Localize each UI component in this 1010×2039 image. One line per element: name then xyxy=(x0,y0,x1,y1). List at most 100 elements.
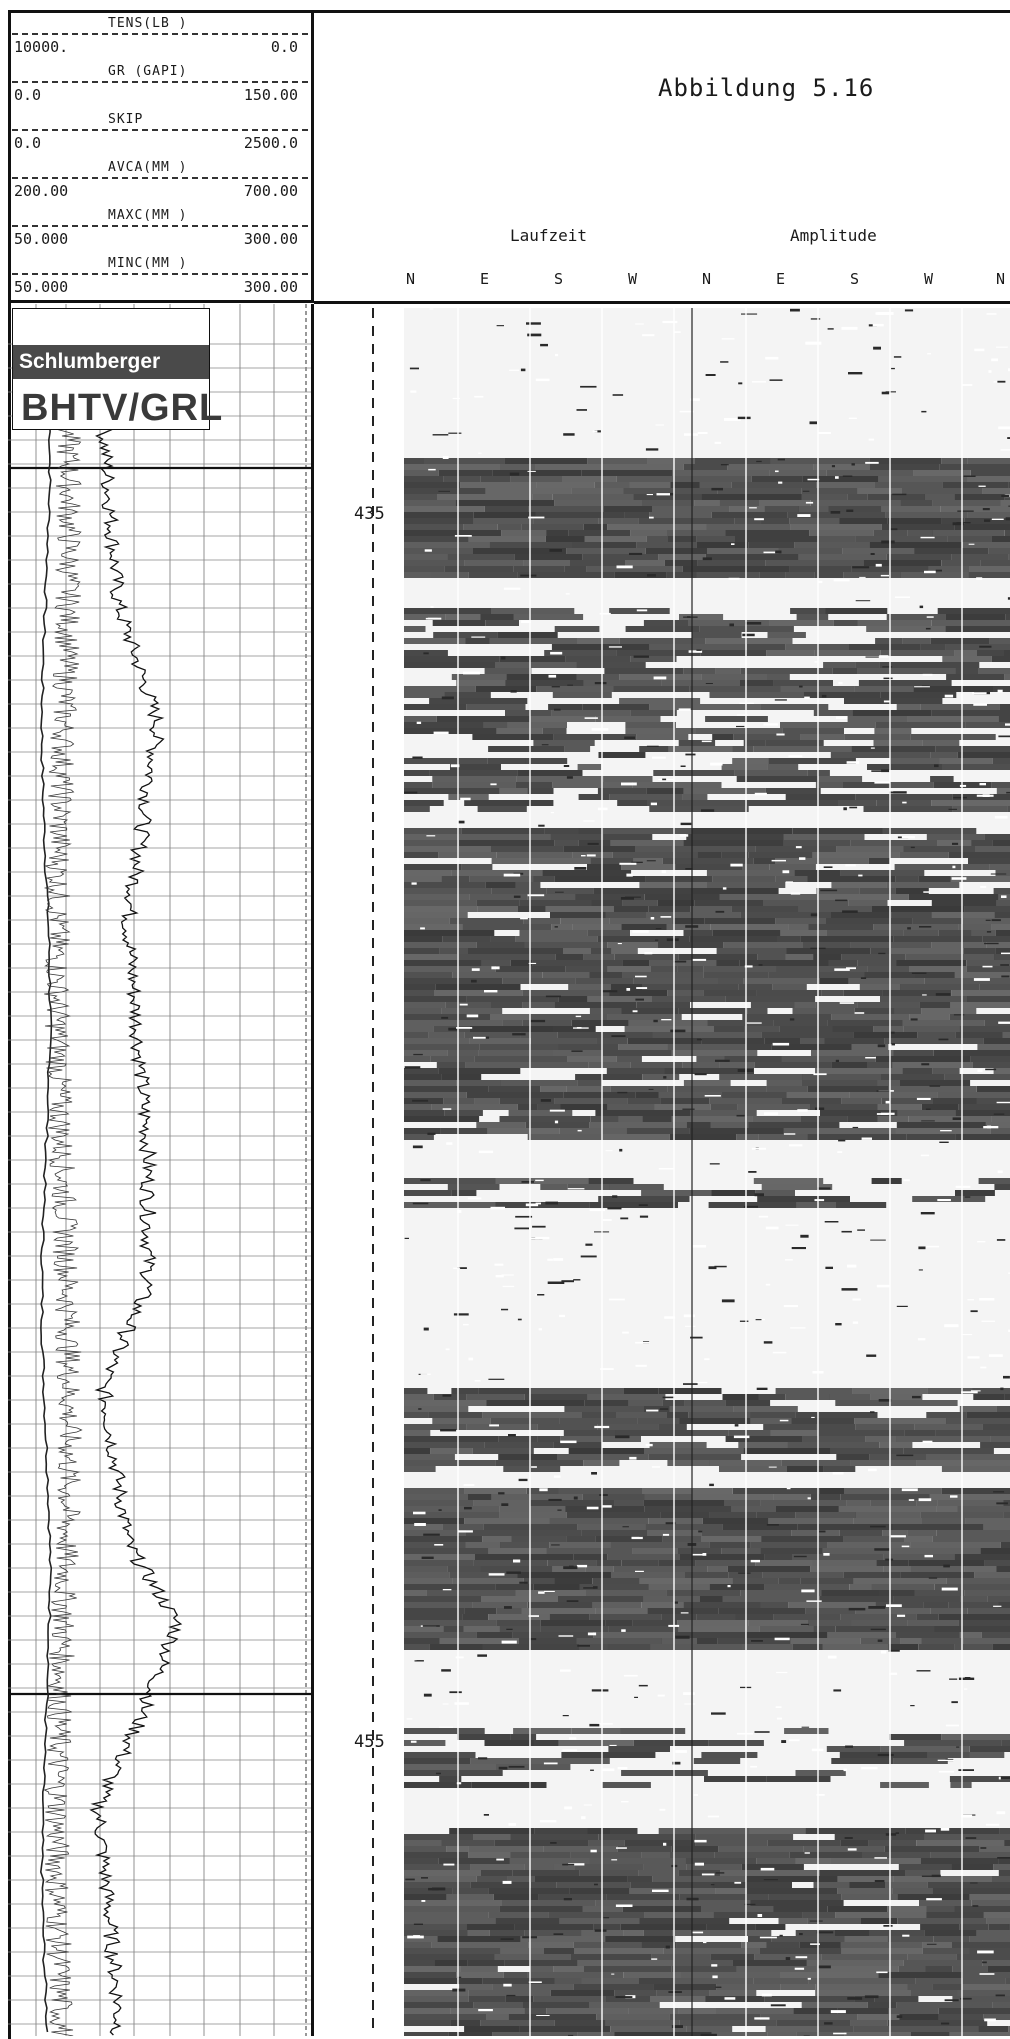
image-dark-patch xyxy=(768,632,806,638)
image-speckle xyxy=(917,1670,931,1671)
image-dark-patch xyxy=(818,536,855,542)
image-speckle xyxy=(609,1299,625,1301)
image-dark-patch xyxy=(818,1128,895,1134)
image-dark-patch xyxy=(404,1190,451,1196)
image-dark-patch xyxy=(701,1752,757,1758)
image-dark-patch xyxy=(644,1506,731,1512)
image-dark-patch xyxy=(475,1554,573,1560)
image-dark-patch xyxy=(404,500,456,506)
image-speckle xyxy=(679,708,691,710)
image-dark-patch xyxy=(743,864,770,870)
image-dark-patch xyxy=(926,1454,1010,1460)
image-dark-patch xyxy=(434,1960,468,1966)
image-dark-patch xyxy=(811,1494,840,1500)
image-dark-patch xyxy=(468,1960,505,1966)
image-dark-patch xyxy=(524,1578,555,1584)
image-speckle xyxy=(776,1672,787,1673)
image-speckle xyxy=(868,1606,885,1609)
image-dark-patch xyxy=(817,894,909,900)
image-dark-patch xyxy=(505,710,551,716)
image-dark-patch xyxy=(891,1548,980,1554)
image-dark-patch xyxy=(888,518,942,524)
image-dark-patch xyxy=(784,1128,819,1134)
image-dark-patch xyxy=(756,1858,796,1864)
image-dark-patch xyxy=(970,1752,1005,1758)
image-dark-patch xyxy=(711,1190,755,1196)
image-dark-patch xyxy=(404,566,445,572)
image-speckle xyxy=(817,1931,834,1933)
image-speckle xyxy=(977,795,994,797)
image-dark-patch xyxy=(855,662,879,668)
image-dark-patch xyxy=(795,1412,877,1418)
image-dark-patch xyxy=(759,1626,813,1632)
image-speckle xyxy=(681,823,692,825)
image-speckle xyxy=(573,1279,580,1280)
image-dark-patch xyxy=(562,476,617,482)
image-dark-patch xyxy=(404,1638,440,1644)
image-dark-patch xyxy=(588,1394,666,1400)
image-dark-patch xyxy=(766,1086,808,1092)
image-dark-patch xyxy=(481,1870,512,1876)
image-speckle xyxy=(550,652,562,655)
image-dark-patch xyxy=(801,936,894,942)
image-dark-patch xyxy=(779,1026,832,1032)
image-dark-patch xyxy=(504,1960,577,1966)
image-dark-patch xyxy=(570,1852,641,1858)
image-dark-patch xyxy=(934,1936,970,1942)
image-dark-patch xyxy=(573,1984,653,1990)
image-dark-patch xyxy=(855,794,953,800)
image-dark-patch xyxy=(672,1050,758,1056)
image-dark-patch xyxy=(672,846,755,852)
image-speckle xyxy=(592,728,609,731)
image-dark-patch xyxy=(404,1394,434,1400)
image-dark-patch xyxy=(925,494,955,500)
image-dark-patch xyxy=(404,524,463,530)
image-dark-patch xyxy=(932,1068,960,1074)
image-dark-patch xyxy=(875,722,920,728)
image-dark-patch xyxy=(979,1178,1010,1184)
image-dark-patch xyxy=(858,620,932,626)
image-speckle xyxy=(502,1641,517,1644)
image-dark-patch xyxy=(831,1858,921,1864)
image-dark-patch xyxy=(545,828,579,834)
image-dark-patch xyxy=(439,470,493,476)
image-speckle xyxy=(757,1388,768,1390)
image-speckle xyxy=(833,2033,846,2035)
image-speckle xyxy=(775,699,787,700)
image-speckle xyxy=(796,1956,808,1958)
image-dark-patch xyxy=(548,1912,644,1918)
image-dark-patch xyxy=(404,1596,481,1602)
image-dark-patch xyxy=(737,1104,810,1110)
image-dark-patch xyxy=(774,680,833,686)
image-speckle xyxy=(803,491,810,492)
image-dark-patch xyxy=(404,1424,467,1430)
image-dark-patch xyxy=(437,494,533,500)
image-dark-patch xyxy=(991,1436,1010,1442)
image-dark-patch xyxy=(1002,1740,1010,1746)
image-dark-patch xyxy=(625,722,676,728)
image-dark-patch xyxy=(700,482,732,488)
image-speckle xyxy=(996,1995,1005,1997)
image-dark-patch xyxy=(658,900,694,906)
image-dark-patch xyxy=(652,996,726,1002)
image-dark-patch xyxy=(800,1116,847,1122)
image-dark-patch xyxy=(879,662,979,668)
image-speckle xyxy=(571,1050,582,1052)
image-dark-patch xyxy=(957,1954,1010,1960)
image-dark-patch xyxy=(404,972,452,978)
image-speckle xyxy=(703,557,712,560)
image-dark-patch xyxy=(464,800,553,806)
image-speckle xyxy=(603,990,618,992)
image-dark-patch xyxy=(533,494,553,500)
image-speckle xyxy=(513,1560,520,1563)
image-speckle xyxy=(997,1857,1010,1859)
image-dark-patch xyxy=(782,728,844,734)
image-dark-patch xyxy=(641,1942,677,1948)
image-speckle xyxy=(617,1092,627,1093)
image-dark-patch xyxy=(897,1122,986,1128)
image-dark-patch xyxy=(498,1436,537,1442)
image-dark-patch xyxy=(933,1536,1010,1542)
image-speckle xyxy=(756,461,762,462)
image-speckle xyxy=(711,488,723,491)
image-speckle xyxy=(997,381,1005,383)
